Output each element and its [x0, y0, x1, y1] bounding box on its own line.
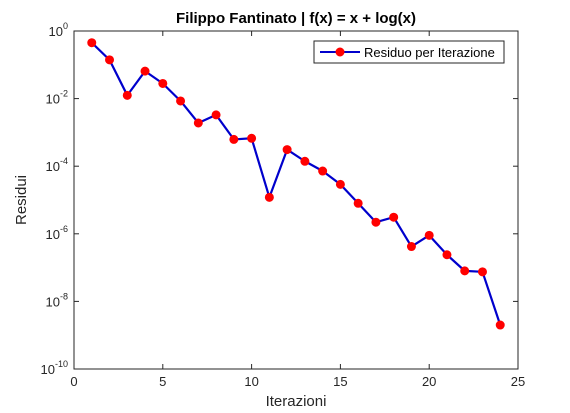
series-layer	[87, 38, 505, 330]
y-tick-label: 100	[49, 21, 68, 39]
data-point	[176, 96, 186, 106]
y-tick-exponent: -6	[60, 224, 68, 234]
legend-entry-label: Residuo per Iterazione	[364, 45, 495, 60]
y-tick-label: 10-4	[46, 156, 68, 174]
data-point	[353, 198, 363, 208]
y-tick-base: 10	[46, 294, 60, 309]
x-tick-label: 25	[511, 374, 525, 389]
data-point	[247, 133, 257, 143]
y-tick-label: 10-6	[46, 224, 68, 242]
x-tick-label: 5	[159, 374, 166, 389]
y-tick-exponent: -10	[55, 359, 68, 369]
y-tick-label: 10-10	[41, 359, 68, 377]
data-point	[318, 166, 328, 176]
x-tick-label: 0	[70, 374, 77, 389]
y-tick-base: 10	[46, 92, 60, 107]
y-tick-exponent: -2	[60, 89, 68, 99]
data-point	[406, 242, 416, 252]
y-axis-label: Residui	[13, 175, 30, 225]
x-tick-label: 15	[333, 374, 347, 389]
data-point	[477, 267, 487, 277]
x-tick-label: 10	[244, 374, 258, 389]
data-point	[460, 266, 470, 276]
data-point	[140, 66, 150, 76]
y-tick-exponent: 0	[63, 21, 68, 31]
legend: Residuo per Iterazione	[313, 40, 505, 64]
data-point	[211, 110, 221, 120]
data-point	[193, 118, 203, 128]
y-tick-label: 10-2	[46, 89, 68, 107]
data-point	[300, 156, 310, 166]
y-tick-label: 10-8	[46, 291, 68, 309]
data-point	[229, 134, 239, 144]
y-tick-base: 10	[41, 362, 55, 377]
data-point	[371, 217, 381, 227]
y-tick-base: 10	[46, 159, 60, 174]
data-point	[424, 230, 434, 240]
data-point	[264, 192, 274, 202]
data-point	[282, 145, 292, 155]
chart-title: Filippo Fantinato | f(x) = x + log(x)	[176, 10, 416, 27]
legend-marker-sample	[335, 47, 345, 57]
legend-box	[313, 40, 505, 64]
data-point	[122, 90, 132, 100]
data-point	[158, 78, 168, 88]
x-tick-label: 20	[422, 374, 436, 389]
data-point	[442, 250, 452, 260]
y-tick-exponent: -8	[60, 291, 68, 301]
data-point	[335, 179, 345, 189]
data-point	[87, 38, 97, 48]
y-tick-base: 10	[49, 24, 63, 39]
y-tick-base: 10	[46, 227, 60, 242]
x-axis-label: Iterazioni	[266, 393, 327, 410]
y-tick-exponent: -4	[60, 156, 68, 166]
data-point	[495, 320, 505, 330]
data-point	[389, 212, 399, 222]
data-point	[105, 55, 115, 65]
plot-area	[73, 30, 519, 370]
